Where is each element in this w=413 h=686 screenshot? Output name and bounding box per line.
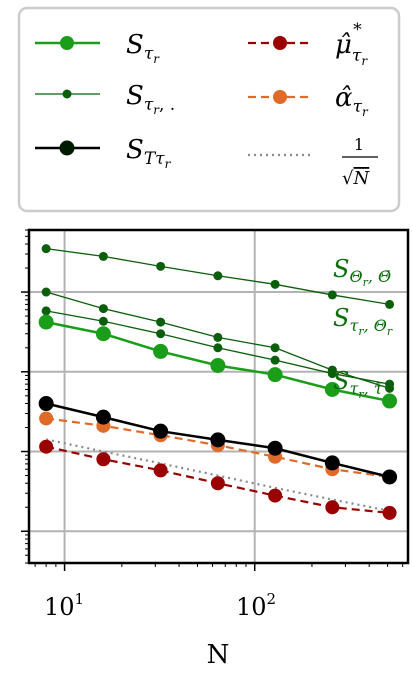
data-point <box>270 355 280 365</box>
data-point <box>325 500 340 515</box>
legend-entry-inv-sqrt-n: 1 √N <box>248 135 378 189</box>
data-point <box>98 251 108 261</box>
legend-label-inv-sqrt-n-denominator: √N <box>342 168 370 189</box>
x-tick-label-100: 102 <box>236 590 276 621</box>
series-3 <box>41 306 395 389</box>
data-point <box>270 343 280 353</box>
legend: Sτr Sτr, . STτr μ̂τr* α̂τr <box>17 6 401 213</box>
data-point <box>39 439 54 454</box>
series-7 <box>45 438 390 512</box>
data-point <box>98 316 108 326</box>
data-point <box>153 423 169 439</box>
series-2 <box>41 244 395 309</box>
plot-border <box>27 228 410 565</box>
legend-frame <box>17 6 401 213</box>
x-axis: 101 102 N <box>44 590 276 670</box>
data-point <box>41 306 51 316</box>
data-point <box>153 463 168 478</box>
data-point <box>153 343 169 359</box>
series-line-7 <box>45 438 390 512</box>
data-point <box>213 343 223 353</box>
data-point <box>268 488 283 503</box>
x-tick-label-10: 101 <box>44 590 84 621</box>
data-point <box>267 440 283 456</box>
data-point <box>95 326 111 342</box>
data-point <box>382 393 398 409</box>
data-point <box>270 279 280 289</box>
grid <box>29 230 408 563</box>
data-point <box>210 476 225 491</box>
data-point <box>98 304 108 314</box>
data-point <box>38 396 54 412</box>
plot-area: SΘr, Θ̄ Sτr, Θr Sτr, τ̄ <box>21 228 410 571</box>
series-0 <box>38 314 398 409</box>
data-point <box>96 452 111 467</box>
data-point <box>156 317 166 327</box>
data-point <box>39 411 54 426</box>
data-point <box>213 332 223 342</box>
data-point <box>385 299 395 309</box>
data-point <box>327 369 337 379</box>
data-point <box>385 379 395 389</box>
data-point <box>324 455 340 471</box>
data-point <box>213 271 223 281</box>
data-point <box>327 290 337 300</box>
data-point <box>210 357 226 373</box>
data-point <box>156 329 166 339</box>
data-point <box>38 314 54 330</box>
data-point <box>382 469 398 485</box>
x-axis-label: N <box>207 640 230 670</box>
series-5 <box>39 439 397 520</box>
data-point <box>210 432 226 448</box>
series-4 <box>38 396 398 485</box>
series-layer <box>38 244 398 520</box>
data-point <box>267 367 283 383</box>
data-point <box>324 381 340 397</box>
data-point <box>41 244 51 254</box>
legend-label-inv-sqrt-n-numerator: 1 <box>354 135 364 154</box>
data-point <box>41 287 51 297</box>
data-point <box>382 505 397 520</box>
data-point <box>95 409 111 425</box>
data-point <box>156 261 166 271</box>
